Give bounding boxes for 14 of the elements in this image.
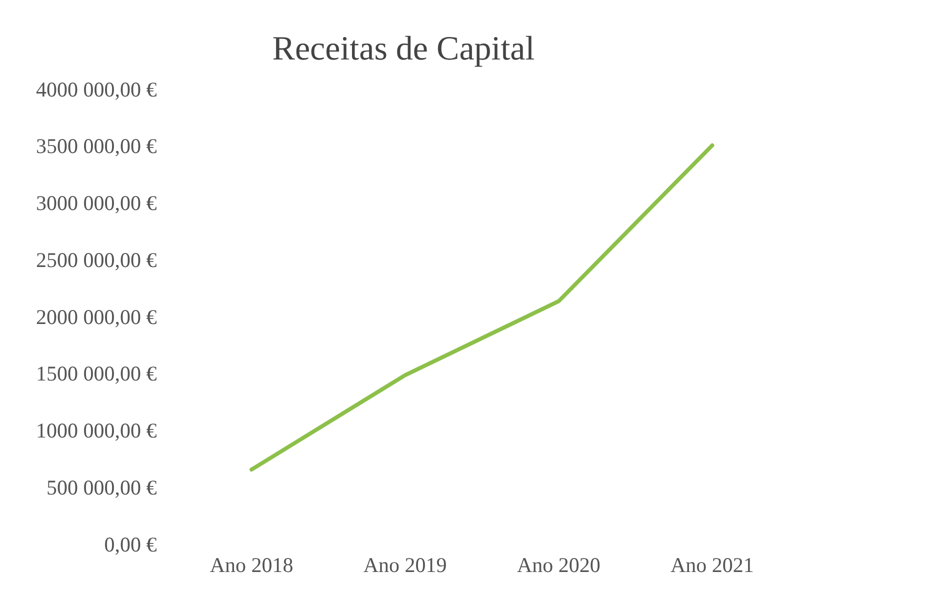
y-tick-label: 1500 000,00 € xyxy=(36,362,158,386)
y-tick-label: 3000 000,00 € xyxy=(36,191,158,216)
x-tick-label: Ano 2019 xyxy=(363,552,447,577)
y-tick-label: 4000 000,00 € xyxy=(36,77,158,102)
chart-title: Receitas de Capital xyxy=(272,30,535,68)
y-tick-label: 2000 000,00 € xyxy=(36,304,158,329)
x-tick-label: Ano 2018 xyxy=(210,552,294,577)
y-tick-label: 3500 000,00 € xyxy=(36,134,158,158)
y-tick-label: 0,00 € xyxy=(104,532,158,556)
y-tick-label: 500 000,00 € xyxy=(46,475,158,500)
y-tick-label: 1000 000,00 € xyxy=(36,418,158,443)
y-tick-label: 2500 000,00 € xyxy=(36,248,158,272)
x-tick-label: Ano 2020 xyxy=(516,552,600,577)
x-tick-label: Ano 2021 xyxy=(670,552,754,577)
